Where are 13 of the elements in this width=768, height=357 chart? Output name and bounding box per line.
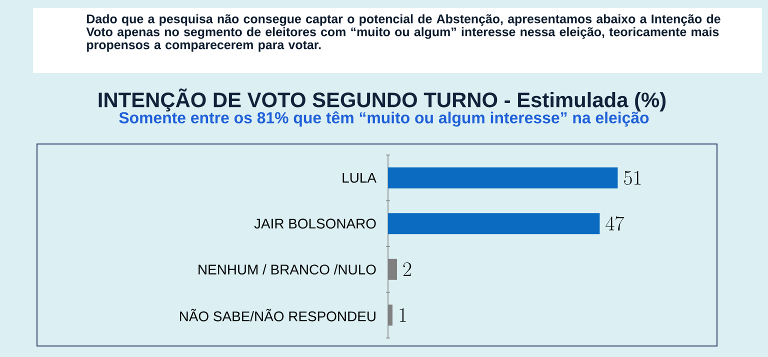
data-label: 2 [403, 262, 412, 276]
chart-title: INTENÇÃO DE VOTO SEGUNDO TURNO - Estimulada (%) [98, 88, 666, 112]
text: Dado que a pesquisa não consegue captar o potencial de Abstenção, apresentamos abaixo a Intenção de Voto apenas no segmento de eleitores com “muito ou algum” interesse nessa eleição, teoricamente mais propensos a comparecerem para votar. [86, 14, 720, 52]
y-tick-label: JAIR BOLSONARO [254, 218, 376, 229]
data-label: 1 [400, 308, 406, 322]
data-label: 51 [624, 170, 641, 185]
bar [388, 213, 600, 234]
y-tick-label: NÃO SABE/NÃO RESPONDEU [180, 308, 376, 322]
chart-subtitle: Somente entre os 81% que têm “muito ou algum interesse” na eleição [119, 111, 649, 127]
data-label: 47 [606, 216, 624, 231]
y-tick-label: LULA [342, 173, 376, 183]
y-tick-label: NENHUM / BRANCO /NULO [198, 264, 376, 274]
bar [388, 167, 618, 188]
